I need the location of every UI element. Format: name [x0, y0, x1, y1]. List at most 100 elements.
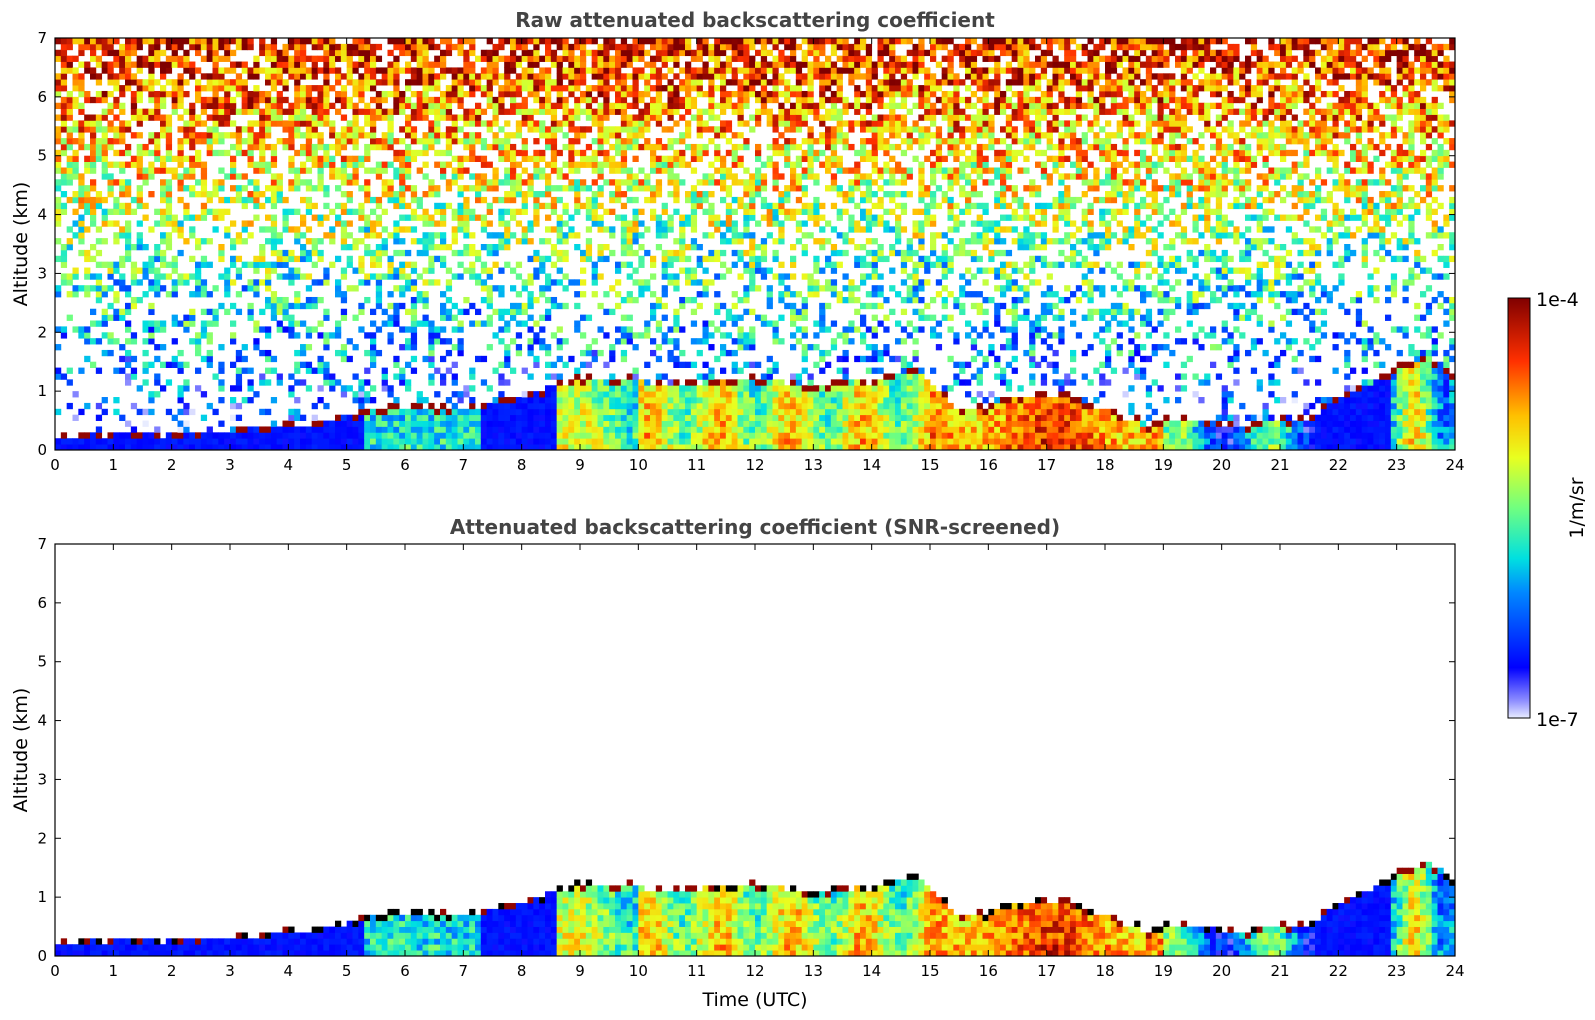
heatmap-cell	[78, 120, 85, 127]
heatmap-cell	[725, 120, 733, 127]
heatmap-cell	[136, 55, 143, 62]
heatmap-cell	[346, 438, 353, 445]
heatmap-cell	[580, 332, 587, 339]
heatmap-cell	[125, 85, 132, 92]
heatmap-cell	[486, 67, 493, 74]
heatmap-cell	[574, 202, 581, 210]
heatmap-cell	[580, 397, 587, 404]
heatmap-cell	[195, 267, 202, 274]
heatmap-cell	[545, 102, 552, 110]
heatmap-cell	[136, 79, 143, 86]
heatmap-cell	[580, 61, 587, 68]
heatmap-cell	[498, 238, 505, 245]
heatmap-cell	[148, 149, 155, 157]
heatmap-cell	[527, 73, 534, 80]
heatmap-cell	[270, 444, 278, 450]
heatmap-cell	[556, 167, 563, 174]
heatmap-cell	[772, 167, 779, 174]
heatmap-cell	[492, 408, 499, 416]
heatmap-cell	[609, 179, 616, 186]
heatmap-cell	[673, 285, 680, 292]
heatmap-cell	[778, 414, 785, 421]
heatmap-cell	[527, 38, 534, 45]
heatmap-cell	[673, 402, 680, 410]
heatmap-cell	[714, 155, 721, 162]
heatmap-cell	[463, 391, 470, 398]
heatmap-cell	[661, 226, 668, 233]
heatmap-cell	[673, 320, 680, 327]
heatmap-cell	[119, 108, 126, 115]
heatmap-cell	[661, 167, 668, 174]
heatmap-cell	[667, 161, 674, 168]
heatmap-cell	[702, 320, 709, 327]
heatmap-cell	[545, 214, 552, 221]
heatmap-cell	[399, 90, 406, 98]
heatmap-cell	[165, 191, 173, 198]
heatmap-cell	[451, 73, 458, 80]
heatmap-cell	[329, 143, 336, 151]
heatmap-cell	[399, 179, 406, 186]
heatmap-cell	[650, 208, 657, 215]
heatmap-cell	[60, 326, 68, 333]
heatmap-cell	[78, 61, 85, 68]
heatmap-cell	[504, 361, 511, 368]
heatmap-cell	[154, 38, 161, 45]
heatmap-cell	[486, 249, 493, 257]
heatmap-cell	[323, 114, 330, 121]
heatmap-cell	[702, 332, 709, 339]
heatmap-cell	[539, 267, 546, 274]
heatmap-cell	[527, 302, 534, 310]
heatmap-cell	[597, 391, 604, 398]
heatmap-cell	[591, 397, 598, 404]
heatmap-cell	[253, 438, 260, 445]
heatmap-cell	[731, 179, 738, 186]
heatmap-cell	[615, 291, 622, 298]
heatmap-cell	[731, 67, 738, 74]
heatmap-cell	[84, 291, 91, 298]
heatmap-cell	[177, 55, 184, 62]
heatmap-cell	[620, 444, 628, 450]
heatmap-cell	[405, 273, 412, 280]
heatmap-cell	[568, 179, 575, 186]
heatmap-cell	[329, 332, 336, 339]
heatmap-cell	[317, 220, 324, 227]
heatmap-cell	[352, 244, 359, 251]
heatmap-cell	[60, 114, 68, 121]
heatmap-cell	[416, 273, 423, 280]
heatmap-cell	[498, 244, 505, 251]
heatmap-cell	[451, 420, 458, 427]
heatmap-cell	[673, 138, 680, 145]
heatmap-cell	[504, 55, 511, 62]
heatmap-cell	[218, 244, 225, 251]
heatmap-cell	[591, 273, 598, 280]
heatmap-cell	[305, 255, 313, 263]
heatmap-cell	[743, 232, 750, 239]
heatmap-cell	[609, 226, 616, 233]
heatmap-cell	[480, 244, 488, 251]
heatmap-cell	[346, 385, 353, 392]
heatmap-cell	[667, 79, 674, 86]
heatmap-cell	[160, 385, 167, 392]
heatmap-cell	[142, 114, 149, 121]
heatmap-cell	[270, 96, 278, 104]
heatmap-cell	[428, 338, 435, 345]
heatmap-cell	[265, 355, 272, 363]
heatmap-cell	[615, 420, 622, 427]
heatmap-cell	[364, 279, 371, 286]
heatmap-cell	[737, 161, 744, 168]
heatmap-cell	[515, 426, 523, 433]
heatmap-cell	[755, 143, 762, 151]
heatmap-cell	[498, 38, 505, 45]
heatmap-cell	[778, 402, 785, 410]
heatmap-cell	[457, 73, 464, 80]
heatmap-cell	[270, 185, 278, 192]
heatmap-cell	[591, 426, 598, 433]
heatmap-cell	[294, 90, 301, 98]
heatmap-cell	[247, 261, 254, 268]
heatmap-cell	[644, 73, 651, 80]
heatmap-cell	[72, 161, 79, 168]
heatmap-cell	[90, 255, 97, 263]
heatmap-cell	[288, 67, 295, 74]
heatmap-cell	[364, 38, 371, 45]
heatmap-cell	[270, 244, 278, 251]
